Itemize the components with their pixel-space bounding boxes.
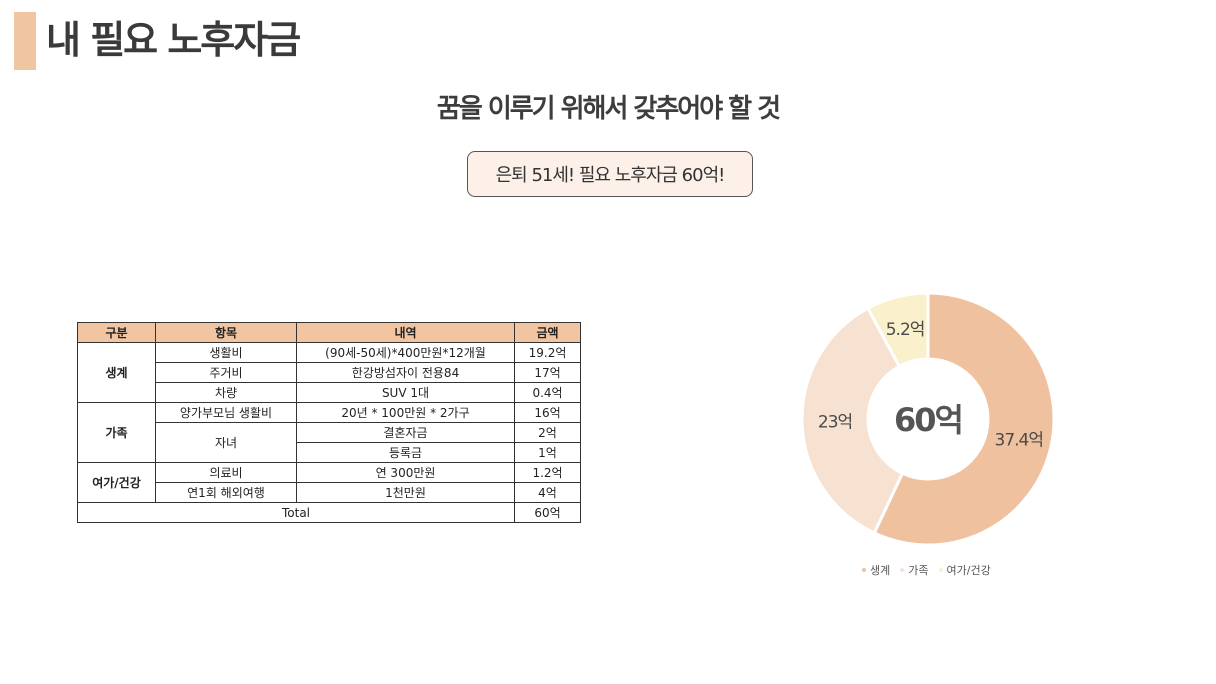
page-title: 내 필요 노후자금: [46, 18, 301, 62]
detail-cell: 연 300만원: [296, 462, 515, 483]
callout-text: 은퇴 51세! 필요 노후자금 60억!: [495, 165, 726, 186]
donut-slice-1: [872, 291, 1056, 547]
legend-swatch: [938, 568, 943, 572]
amount-cell: 0.4억: [514, 382, 581, 403]
legend-item: 가족: [900, 562, 929, 578]
table-row: 생계 생활비 (90세-50세)*400만원*12개월 19.2억: [77, 342, 581, 403]
item-cell: 차량: [155, 382, 297, 403]
donut-chart-container: 37.4억 23억 5.2억 60억: [790, 282, 1070, 552]
item-cell: 연1회 해외여행: [155, 482, 297, 503]
slice-label: 37.4억: [995, 430, 1044, 450]
legend-swatch: [900, 568, 905, 572]
legend-label: 여가/건강: [946, 564, 991, 577]
table-row: 여가/건강 의료비 연 300만원 1.2억: [77, 462, 581, 503]
callout-box: 은퇴 51세! 필요 노후자금 60억!: [467, 151, 753, 197]
table-total-row: Total 60억: [77, 502, 581, 523]
header-category: 구분: [77, 322, 156, 343]
header-item: 항목: [155, 322, 297, 343]
slice-label: 5.2억: [886, 320, 925, 340]
header-amount: 금액: [514, 322, 581, 343]
amount-cell: 19.2억: [514, 342, 581, 363]
total-amount: 60억: [514, 502, 581, 523]
detail-cell: (90세-50세)*400만원*12개월: [296, 342, 515, 363]
item-cell: 양가부모님 생활비: [155, 402, 297, 423]
detail-cell: SUV 1대: [296, 382, 515, 403]
detail-cell: 한강방섬자이 전용84: [296, 362, 515, 383]
amount-cell: 1.2억: [514, 462, 581, 483]
legend-label: 가족: [908, 564, 929, 577]
chart-legend: 생계 가족 여가/건강: [862, 562, 991, 578]
item-cell: 주거비: [155, 362, 297, 383]
item-cell: 생활비: [155, 342, 297, 363]
amount-cell: 1억: [514, 442, 581, 463]
legend-item: 생계: [862, 562, 890, 578]
item-cell: 의료비: [155, 462, 297, 483]
detail-cell: 등록금: [296, 442, 515, 463]
detail-cell: 결혼자금: [296, 422, 515, 443]
group-cell: 여가/건강: [77, 462, 156, 503]
legend-swatch: [862, 568, 866, 572]
donut-chart: 37.4억 23억 5.2억 60억: [800, 291, 1056, 547]
table-row: 연1회 해외여행 1천만원 4억: [78, 482, 581, 503]
detail-cell: 20년 * 100만원 * 2가구: [296, 402, 515, 423]
title-accent-bar: [14, 12, 36, 70]
amount-cell: 17억: [514, 362, 581, 383]
table-header-row: 구분 항목 내역 금액: [77, 322, 581, 343]
table-row: 등록금 1억: [78, 442, 581, 463]
group-cell: 가족: [77, 402, 156, 463]
subtitle: 꿈을 이루기 위해서 갖추어야 할 것: [436, 94, 781, 124]
table-row: 차량 SUV 1대 0.4억: [78, 382, 581, 403]
amount-cell: 2억: [514, 422, 581, 443]
donut-slice-2: [800, 306, 905, 535]
retirement-fund-table: 구분 항목 내역 금액 생계 생활비 (90세-50세)*400만원*12개월 …: [77, 322, 581, 523]
header-detail: 내역: [296, 322, 515, 343]
table-row: 가족 양가부모님 생활비 20년 * 100만원 * 2가구 16억: [77, 402, 581, 463]
slice-label: 23억: [818, 413, 852, 433]
donut-slice-3: [865, 291, 930, 369]
total-label: Total: [77, 502, 515, 523]
detail-cell: 1천만원: [296, 482, 515, 503]
legend-item: 여가/건강: [938, 562, 991, 578]
donut-center-label: 60억: [894, 401, 962, 439]
amount-cell: 16억: [514, 402, 581, 423]
group-cell: 생계: [77, 342, 156, 403]
legend-label: 생계: [870, 564, 891, 577]
item-cell: 자녀: [155, 422, 297, 463]
amount-cell: 4억: [514, 482, 581, 503]
